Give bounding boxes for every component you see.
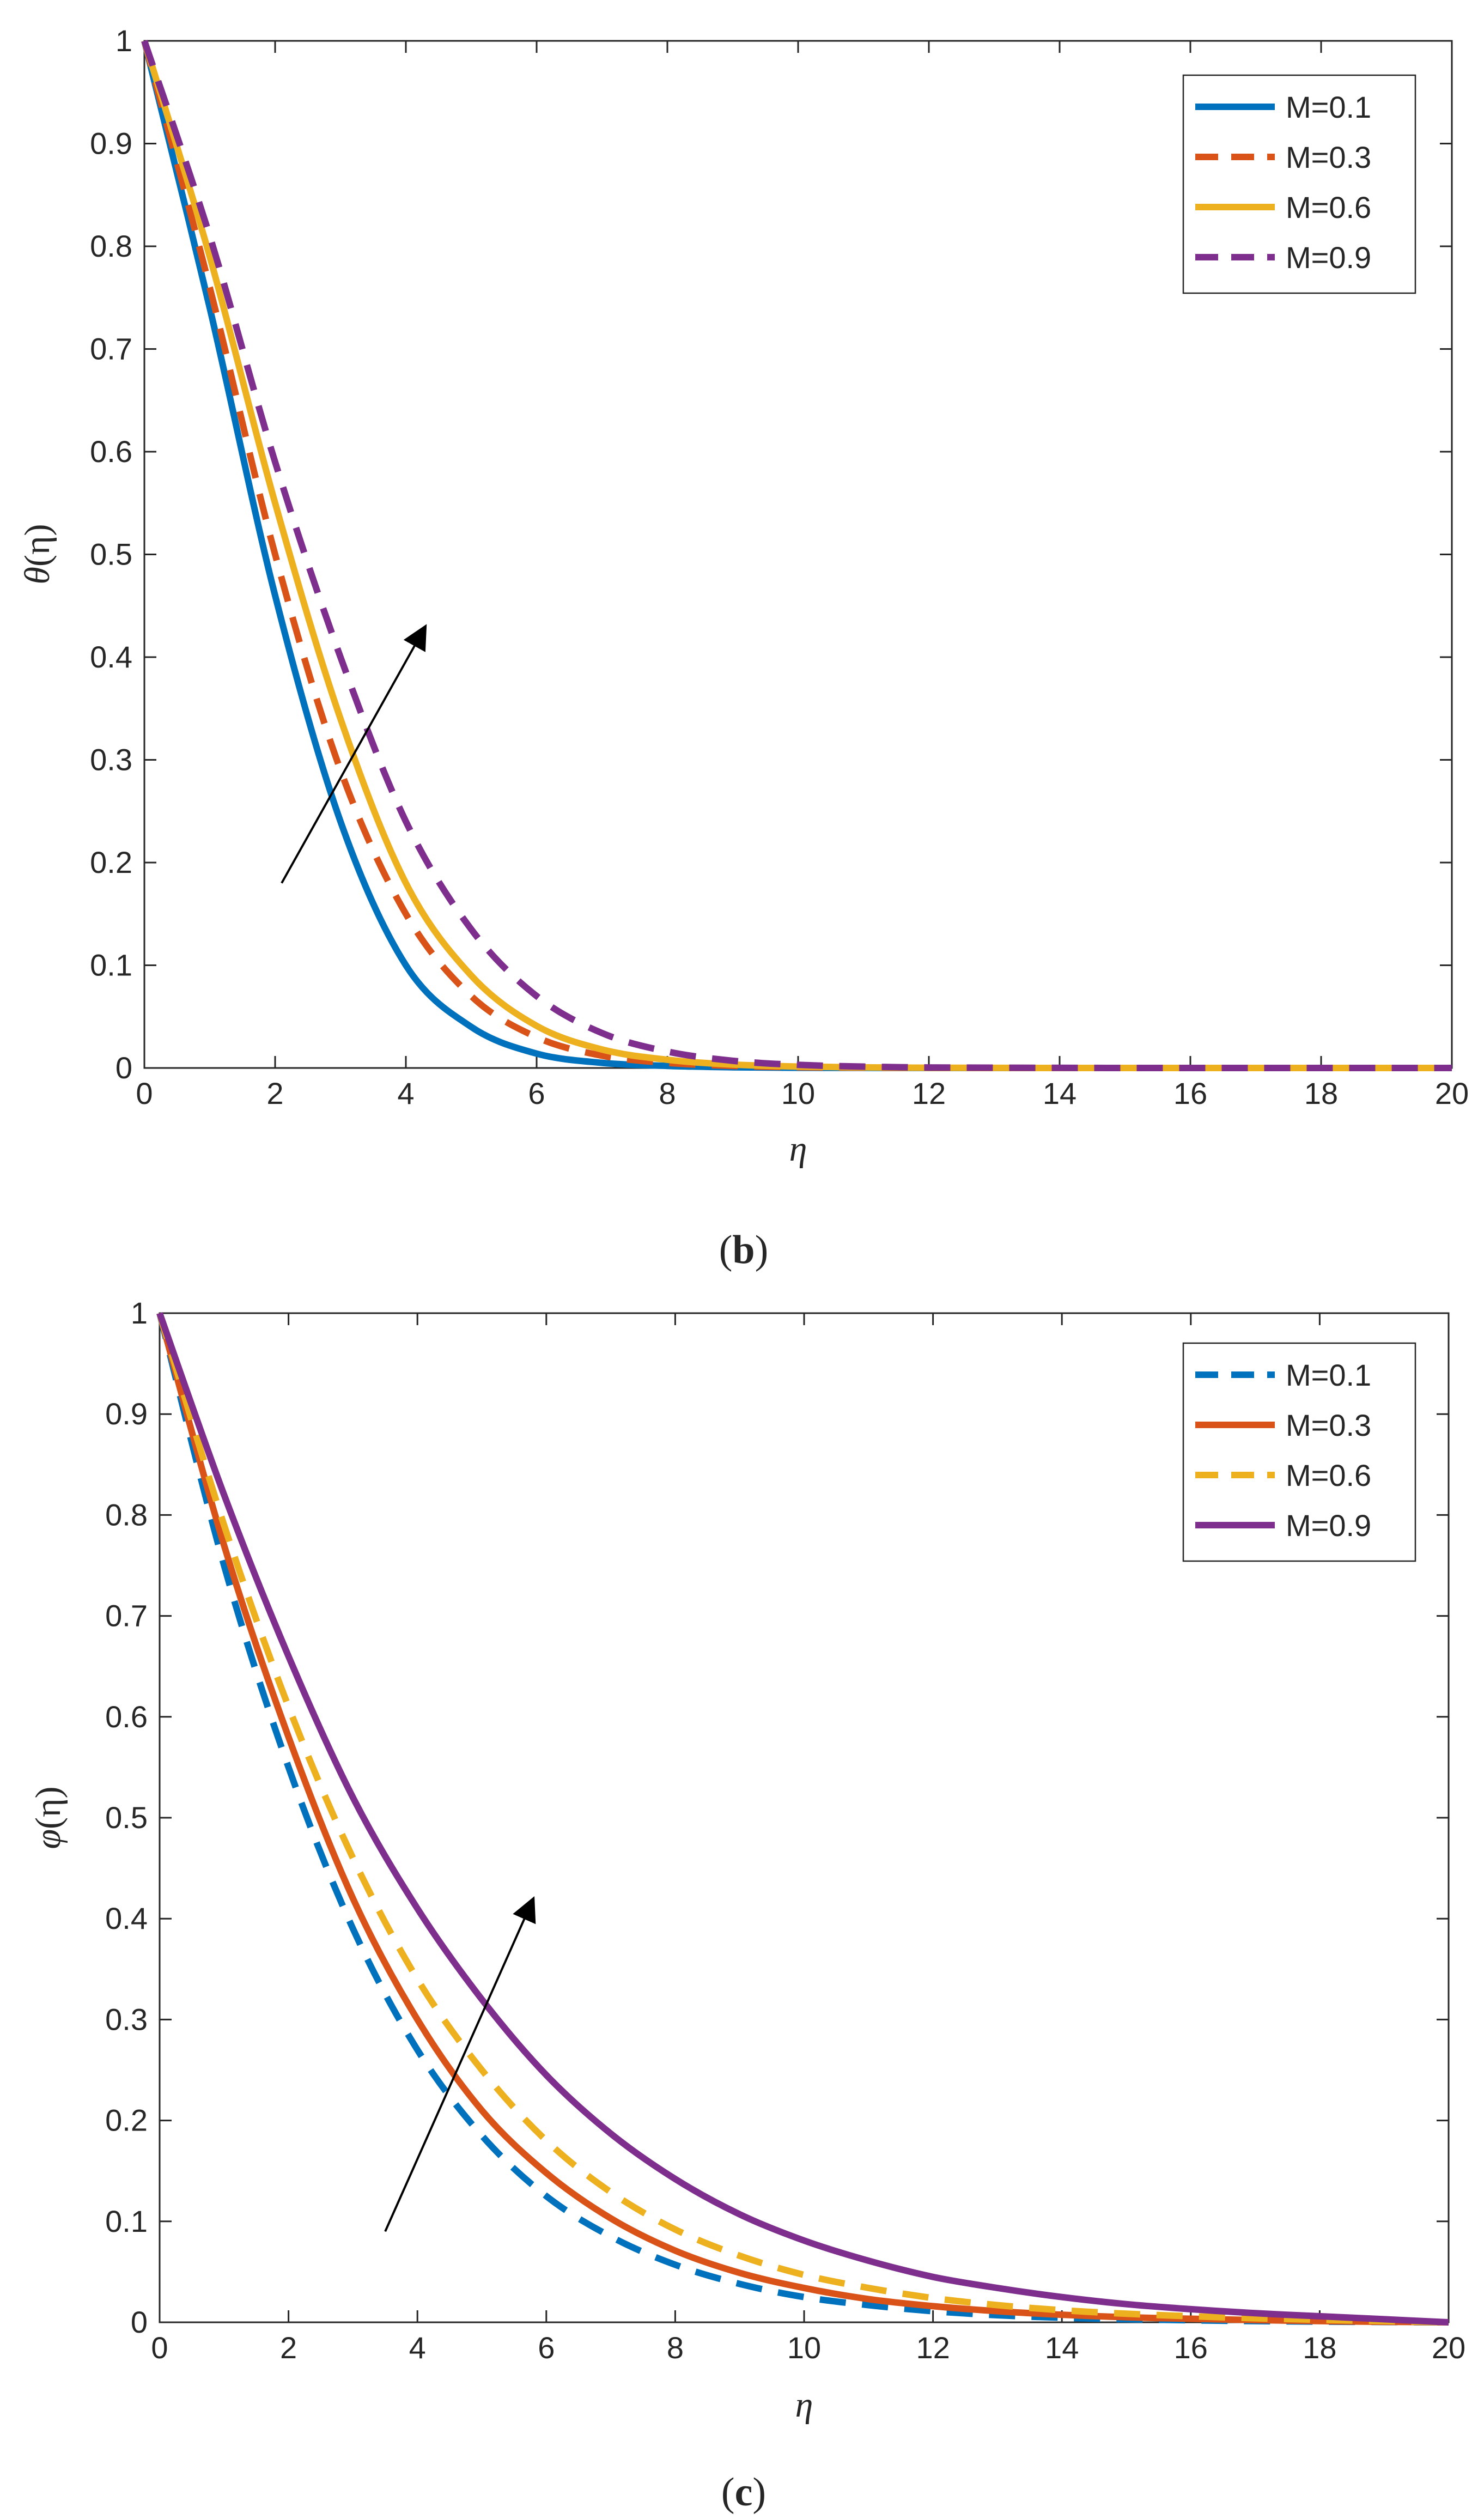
x-tick-label: 20: [1435, 1076, 1469, 1110]
legend-label: M=0.1: [1286, 90, 1371, 124]
legend: M=0.1 M=0.3 M=0.6 M=0.9: [1182, 74, 1416, 294]
legend-label: M=0.6: [1286, 1458, 1371, 1492]
y-tick-label: 0.6: [105, 1699, 148, 1734]
x-axis-ticks: 0 2 4 6 8 10 12 14 16 18 20: [151, 1313, 1465, 2365]
y-tick-label: 0.4: [90, 640, 132, 674]
x-tick-label: 12: [916, 2330, 950, 2365]
series-lines: [141, 40, 1452, 1071]
x-tick-label: 14: [1045, 2330, 1079, 2365]
x-axis-label: η: [789, 1129, 807, 1169]
x-tick-label: 2: [280, 2330, 297, 2365]
y-tick-label: 0: [131, 2305, 148, 2339]
x-tick-label: 20: [1432, 2330, 1465, 2365]
series-line-m-0-3: [156, 1312, 1449, 2326]
x-tick-label: 8: [659, 1076, 676, 1110]
y-tick-label: 0.3: [105, 2002, 148, 2036]
y-tick-label: 0.9: [105, 1397, 148, 1431]
x-tick-label: 0: [151, 2330, 168, 2365]
x-tick-label: 4: [397, 1076, 414, 1110]
y-tick-label: 0.8: [90, 229, 132, 263]
x-tick-label: 6: [528, 1076, 545, 1110]
x-tick-label: 14: [1043, 1076, 1076, 1110]
legend-box: [1182, 74, 1416, 294]
y-tick-label: 0.1: [90, 948, 132, 982]
trend-arrow: [281, 624, 427, 884]
x-tick-label: 16: [1174, 2330, 1208, 2365]
series-line-m-0-6: [156, 1312, 1449, 2326]
y-tick-label: 1: [131, 1296, 148, 1330]
legend-label: M=0.9: [1286, 240, 1371, 275]
legend: M=0.1 M=0.3 M=0.6 M=0.9: [1182, 1342, 1416, 1562]
y-tick-label: 0: [115, 1051, 132, 1085]
x-tick-label: 18: [1304, 1076, 1338, 1110]
y-tick-label: 0.7: [90, 332, 132, 366]
y-tick-label: 0.4: [105, 1901, 148, 1935]
y-tick-label: 0.9: [90, 126, 132, 161]
y-tick-label: 1: [115, 23, 132, 58]
legend-entries: M=0.1 M=0.3 M=0.6 M=0.9: [1195, 90, 1371, 275]
series-line-m-0-9: [156, 1312, 1449, 2326]
x-tick-label: 10: [781, 1076, 815, 1110]
x-tick-label: 4: [409, 2330, 426, 2365]
y-axis-ticks: 0 0.1 0.2 0.3 0.4 0.5 0.6 0.7 0.8 0.9 1: [90, 23, 1452, 1085]
x-tick-label: 6: [538, 2330, 555, 2365]
trend-arrow-line: [281, 624, 427, 884]
y-tick-label: 0.5: [90, 537, 132, 572]
x-tick-label: 8: [667, 2330, 684, 2365]
x-tick-label: 18: [1303, 2330, 1336, 2365]
y-tick-label: 0.8: [105, 1497, 148, 1532]
y-tick-label: 0.1: [105, 2204, 148, 2238]
legend-entries: M=0.1 M=0.3 M=0.6 M=0.9: [1195, 1358, 1371, 1543]
y-tick-label: 0.2: [90, 845, 132, 879]
legend-label: M=0.3: [1286, 1408, 1371, 1442]
y-tick-label: 0.3: [90, 743, 132, 777]
series-line-m-0-1: [156, 1312, 1449, 2326]
y-tick-label: 0.6: [90, 434, 132, 469]
x-tick-label: 2: [266, 1076, 283, 1110]
x-tick-label: 10: [787, 2330, 821, 2365]
panel-c: 0 2 4 6 8 10 12 14 16 18 20 0 0.1 0.2 0.3 0.4 0.5 0.6 0.7…: [28, 1296, 1465, 2515]
legend-label: M=0.6: [1286, 190, 1371, 224]
series-lines: [156, 1312, 1449, 2326]
panel-caption: (c): [721, 2470, 766, 2515]
panel-b: 0 2 4 6 8 10 12 14 16 18 20 0 0.1 0.2 0.3 0.4 0.5 0.6 0.7…: [17, 23, 1469, 1272]
x-axis-label: η: [795, 2385, 813, 2425]
trend-arrow: [384, 1896, 536, 2232]
y-tick-label: 0.2: [105, 2103, 148, 2138]
trend-arrow-line: [384, 1896, 536, 2232]
x-tick-label: 16: [1173, 1076, 1207, 1110]
y-axis-label: φ(η): [28, 1787, 68, 1849]
x-axis-ticks: 0 2 4 6 8 10 12 14 16 18 20: [136, 41, 1469, 1110]
legend-label: M=0.3: [1286, 140, 1371, 174]
panel-caption: (b): [719, 1228, 768, 1272]
y-axis-label: θ(η): [17, 524, 57, 585]
legend-label: M=0.9: [1286, 1508, 1371, 1543]
x-tick-label: 0: [136, 1076, 153, 1110]
y-tick-label: 0.5: [105, 1800, 148, 1835]
x-tick-label: 12: [912, 1076, 946, 1110]
series-line-m-0-9: [141, 40, 1452, 1071]
series-line-m-0-3: [141, 40, 1452, 1071]
y-tick-label: 0.7: [105, 1599, 148, 1633]
y-axis-ticks: 0 0.1 0.2 0.3 0.4 0.5 0.6 0.7 0.8 0.9 1: [105, 1296, 1449, 2339]
legend-label: M=0.1: [1286, 1358, 1371, 1392]
